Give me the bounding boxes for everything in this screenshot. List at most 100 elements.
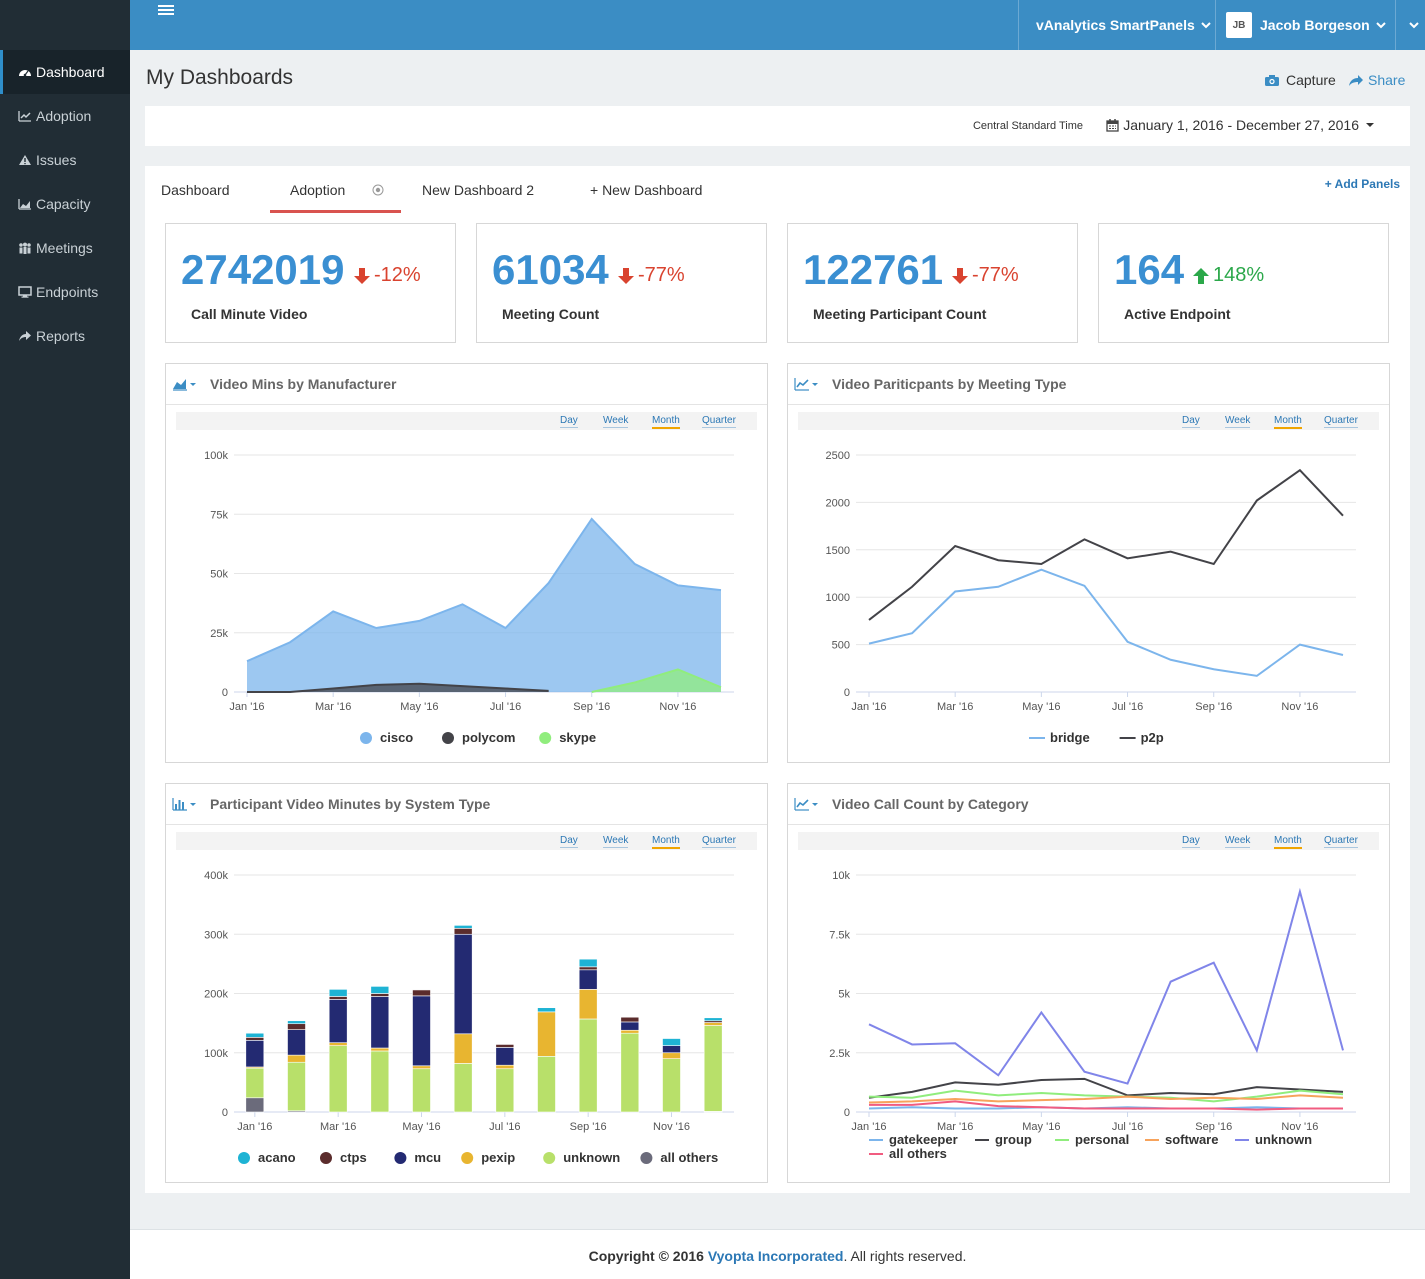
panel-header-divider [788, 824, 1389, 825]
legend-item-group[interactable]: group [975, 1132, 1032, 1147]
legend-item-all-others[interactable]: all others [869, 1146, 947, 1161]
legend-item-p2p[interactable]: p2p [1119, 730, 1164, 745]
legend-item-software[interactable]: software [1145, 1132, 1218, 1147]
legend-item-personal[interactable]: personal [1055, 1132, 1129, 1147]
period-week-button[interactable]: Week [603, 415, 629, 428]
bar-mcu [453, 933, 473, 1035]
sidebar-item-dashboard[interactable]: Dashboard [0, 50, 130, 94]
x-tick-label: May '16 [402, 1121, 440, 1133]
bar-pexip [412, 1065, 431, 1070]
period-quarter-button[interactable]: Quarter [1324, 835, 1358, 848]
bar-pexip [578, 989, 598, 1020]
y-tick-label: 50k [210, 569, 228, 581]
legend-item-cisco[interactable]: cisco [360, 730, 413, 745]
legend-item-gatekeeper[interactable]: gatekeeper [869, 1132, 958, 1147]
bar-pexip [453, 1033, 473, 1064]
legend-item-skype[interactable]: skype [539, 730, 596, 745]
sidebar-item-reports[interactable]: Reports [0, 314, 130, 358]
bar-pexip [703, 1022, 723, 1026]
kpi-label: Meeting Count [502, 306, 600, 322]
y-tick-label: 300k [204, 929, 228, 941]
more-menu-button[interactable] [1408, 0, 1420, 50]
line-chart-icon[interactable] [794, 797, 820, 811]
bar-acano [370, 986, 390, 994]
legend-label: gatekeeper [889, 1132, 958, 1147]
kpi-change: 148% [1192, 264, 1264, 287]
footer: Copyright © 2016 Vyopta Incorporated. Al… [130, 1229, 1425, 1279]
product-menu-button[interactable]: vAnalytics SmartPanels [1036, 0, 1212, 50]
add-panels-button[interactable]: + Add Panels [1324, 177, 1400, 191]
bar-acano [328, 989, 348, 997]
legend-item-unknown[interactable]: unknown [1235, 1132, 1312, 1147]
bar-pexip [495, 1064, 515, 1070]
period-day-button[interactable]: Day [560, 415, 578, 428]
company-link[interactable]: Vyopta Incorporated [707, 1248, 844, 1264]
tab-new-dashboard-2[interactable]: New Dashboard 2 [422, 182, 535, 198]
sidebar-item-endpoints[interactable]: Endpoints [0, 270, 130, 314]
x-tick-label: Jul '16 [490, 701, 521, 713]
legend-item-acano[interactable]: acano [238, 1150, 296, 1165]
menu-toggle-icon[interactable] [158, 3, 174, 17]
sidebar-item-issues[interactable]: Issues [0, 138, 130, 182]
legend-item-mcu[interactable]: mcu [394, 1150, 441, 1165]
share-button[interactable]: Share [1348, 72, 1405, 88]
bar-pexip [370, 1047, 390, 1052]
rights-text: . All rights reserved. [843, 1248, 967, 1264]
period-week-button[interactable]: Week [1225, 415, 1251, 428]
legend-item-unknown[interactable]: unknown [543, 1150, 620, 1165]
arrow-up-icon [1193, 267, 1209, 284]
tab-dashboard[interactable]: Dashboard [161, 182, 230, 198]
y-tick-label: 0 [222, 1107, 228, 1119]
legend-item-bridge[interactable]: bridge [1029, 730, 1090, 745]
x-tick-label: Mar '16 [937, 701, 973, 713]
legend-item-polycom[interactable]: polycom [442, 730, 515, 745]
period-month-button[interactable]: Month [1274, 415, 1302, 429]
period-day-button[interactable]: Day [1182, 835, 1200, 848]
bar-pexip [662, 1052, 681, 1059]
legend-label: all others [889, 1146, 947, 1161]
legend-item-pexip[interactable]: pexip [461, 1150, 515, 1165]
kpi-label: Meeting Participant Count [813, 306, 987, 322]
period-selector: Day Week Month Quarter [176, 832, 757, 850]
area-chart-icon [18, 198, 36, 210]
kpi-change: -77% [951, 264, 1019, 287]
date-range-picker[interactable]: January 1, 2016 - December 27, 2016 [1106, 117, 1375, 133]
area-skype [591, 669, 721, 692]
y-tick-label: 100k [204, 450, 228, 462]
period-month-button[interactable]: Month [652, 835, 680, 849]
y-tick-label: 200k [204, 989, 228, 1001]
period-day-button[interactable]: Day [1182, 415, 1200, 428]
series-line-cisco [246, 517, 722, 663]
bar-chart-icon[interactable] [172, 797, 198, 811]
kpi-change-value: -12% [374, 264, 421, 286]
period-quarter-button[interactable]: Quarter [702, 835, 736, 848]
sidebar-item-meetings[interactable]: Meetings [0, 226, 130, 270]
chevron-down-icon [1201, 22, 1211, 29]
new-dashboard-button[interactable]: + New Dashboard [590, 182, 703, 198]
capture-button[interactable]: Capture [1264, 72, 1336, 88]
period-month-button[interactable]: Month [652, 415, 680, 429]
chart-panel-video-participants: Video Pariticpants by Meeting Type Day We… [787, 363, 1390, 763]
close-tab-icon[interactable] [372, 184, 384, 196]
bar-pexip [287, 1054, 306, 1063]
sidebar-item-adoption[interactable]: Adoption [0, 94, 130, 138]
period-quarter-button[interactable]: Quarter [1324, 415, 1358, 428]
period-quarter-button[interactable]: Quarter [702, 415, 736, 428]
area-chart-icon[interactable] [172, 377, 198, 391]
kpi-change-value: -77% [638, 264, 685, 286]
sidebar-item-capacity[interactable]: Capacity [0, 182, 130, 226]
legend-label: unknown [1255, 1132, 1312, 1147]
period-week-button[interactable]: Week [603, 835, 629, 848]
period-day-button[interactable]: Day [560, 835, 578, 848]
line-chart-icon[interactable] [794, 377, 820, 391]
period-month-button[interactable]: Month [1274, 835, 1302, 849]
legend-item-all-others[interactable]: all others [640, 1150, 718, 1165]
user-menu-button[interactable]: JB Jacob Borgeson [1226, 0, 1387, 50]
legend-marker [394, 1152, 407, 1164]
bar-mcu [412, 995, 431, 1067]
period-week-button[interactable]: Week [1225, 835, 1251, 848]
legend-item-ctps[interactable]: ctps [320, 1150, 367, 1165]
y-tick-label: 5k [838, 989, 850, 1001]
tab-adoption[interactable]: Adoption [290, 182, 346, 198]
legend-marker [461, 1152, 474, 1164]
